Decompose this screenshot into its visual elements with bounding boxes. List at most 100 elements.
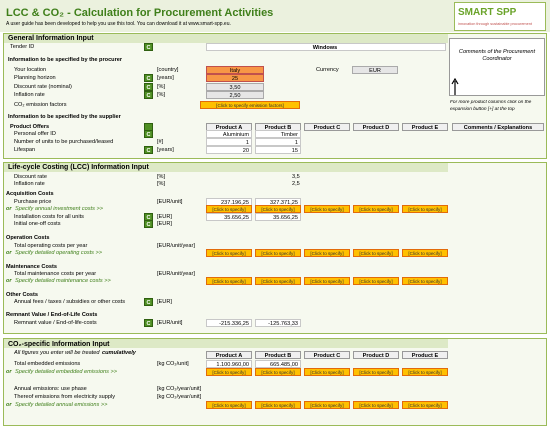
or-label: or [6, 278, 12, 284]
product-value: -125.763,33 [255, 319, 301, 327]
row-unit: [#] [157, 139, 164, 145]
click-to-specify[interactable]: [Click to specify] [304, 401, 350, 409]
section-title: General Information Input [8, 35, 94, 42]
click-to-specify[interactable]: [Click to specify] [304, 368, 350, 376]
row-label: Personal offer ID [14, 131, 56, 137]
specify-link[interactable]: Specify detailed operating costs >> [15, 250, 103, 256]
product-value: 665.485,00 [255, 360, 301, 368]
product-header: Product E [402, 123, 448, 131]
setting-value: 2,5 [292, 181, 300, 187]
row-label: Total embedded emissions [14, 361, 81, 367]
row-label: Your location [14, 67, 47, 73]
click-to-specify[interactable]: [Click to specify] [353, 368, 399, 376]
setting-value: 2,50 [206, 91, 264, 99]
currency-value: EUR [352, 66, 398, 74]
flag-c: C [144, 298, 153, 306]
or-label: or [6, 369, 12, 375]
or-label: or [6, 250, 12, 256]
row-unit: [%] [157, 181, 166, 187]
row-label: Total maintenance costs per year [14, 271, 97, 277]
row-unit: [%] [157, 84, 166, 90]
click-to-specify[interactable]: [Click to specify] [255, 249, 301, 257]
click-to-specify[interactable]: [Click to specify] [353, 401, 399, 409]
product-value: 35.656,25 [206, 213, 252, 221]
or-label: or [6, 402, 12, 408]
click-to-specify[interactable]: [Click to specify] [255, 205, 301, 213]
expansion-note: For more product columns click on the ex… [450, 100, 532, 112]
row-label: Product Offers [10, 124, 50, 130]
specify-link[interactable]: Specify detailed maintenance costs >> [15, 278, 111, 284]
click-to-specify[interactable]: [Click to specify] [206, 277, 252, 285]
row-label: Remnant value / End-of-life-costs [14, 320, 97, 326]
click-to-specify[interactable]: [Click to specify] [255, 277, 301, 285]
row-unit: [years] [157, 147, 174, 153]
specify-link[interactable]: Specify detailed embedded emissions >> [15, 369, 117, 375]
row-label: Tender ID [10, 44, 35, 50]
flag-c: C [144, 74, 153, 82]
click-to-specify[interactable]: [Click to specify] [206, 368, 252, 376]
row-unit: [kg CO₂/year/unit] [157, 386, 202, 392]
click-to-specify[interactable]: [Click to specify] [304, 205, 350, 213]
group-heading: Remnant Value / End-of-Life Costs [6, 312, 98, 318]
row-label: Annual fees / taxes / subsidies or other… [14, 299, 126, 305]
click-to-specify[interactable]: [Click to specify] [304, 277, 350, 285]
subsection-heading: Information to be specified by the procu… [8, 57, 123, 63]
click-to-specify[interactable]: [Click to specify] [206, 401, 252, 409]
row-label: Discount rate (nominal) [14, 84, 72, 90]
click-to-specify[interactable]: [Click to specify] [402, 205, 448, 213]
click-to-specify[interactable]: [Click to specify] [402, 368, 448, 376]
row-unit: [kg CO₂/year/unit] [157, 394, 202, 400]
row-unit: [EUR/unit/year] [157, 271, 195, 277]
row-unit: [EUR/unit] [157, 320, 183, 326]
click-to-specify[interactable]: [Click to specify] [353, 277, 399, 285]
emission-factors-button[interactable]: [Click to specify emission factors] [200, 101, 300, 109]
row-label: Installation costs for all units [14, 214, 84, 220]
group-heading: Other Costs [6, 292, 39, 298]
row-unit: [EUR/unit/year] [157, 243, 195, 249]
click-to-specify[interactable]: [Click to specify] [255, 401, 301, 409]
flag-c: C [144, 83, 153, 91]
location-value: Italy [206, 66, 264, 74]
comments-box [449, 38, 545, 96]
product-header: Product C [304, 351, 350, 359]
section-title-band [4, 34, 448, 43]
row-unit: [EUR] [157, 299, 172, 305]
flag-c: C [144, 130, 153, 138]
row-unit: [%] [157, 92, 166, 98]
comments-header: Comments / Explanations [452, 123, 544, 131]
click-to-specify[interactable]: [Click to specify] [255, 368, 301, 376]
click-to-specify[interactable]: [Click to specify] [402, 401, 448, 409]
click-to-specify[interactable]: [Click to specify] [402, 249, 448, 257]
row-unit: [EUR/unit] [157, 199, 183, 205]
row-label: Purchase price [14, 199, 52, 205]
tender-value: Windows [206, 43, 446, 51]
click-to-specify[interactable]: [Click to specify] [206, 205, 252, 213]
row-unit: [years] [157, 75, 174, 81]
click-to-specify[interactable]: [Click to specify] [353, 205, 399, 213]
click-to-specify[interactable]: [Click to specify] [304, 249, 350, 257]
setting-value: 25 [206, 74, 264, 82]
page-title: LCC & CO₂ - Calculation for Procurement … [6, 7, 274, 19]
product-value: 20 [206, 146, 252, 154]
logo-tagline: innovation through sustainable procureme… [458, 22, 532, 26]
specify-link[interactable]: Specify detailed annual emissions >> [15, 402, 108, 408]
click-to-specify[interactable]: [Click to specify] [353, 249, 399, 257]
subsection-heading: Information to be specified by the suppl… [8, 114, 121, 120]
setting-value: 3,5 [292, 174, 300, 180]
setting-value: 3,50 [206, 83, 264, 91]
specify-link[interactable]: Specify annual investment costs >> [15, 206, 103, 212]
product-header: Product D [353, 123, 399, 131]
click-to-specify[interactable]: [Click to specify] [206, 249, 252, 257]
click-to-specify[interactable]: [Click to specify] [402, 277, 448, 285]
flag-c: C [144, 220, 153, 228]
product-header: Product B [255, 351, 301, 359]
product-value: 1 [206, 138, 252, 146]
row-label: Inflation rate [14, 92, 45, 98]
flag-c: C [144, 91, 153, 99]
product-header: Product D [353, 351, 399, 359]
section-title: Life-cycle Costing (LCC) Information Inp… [8, 164, 149, 171]
row-unit: [country] [157, 67, 179, 73]
product-header: Product C [304, 123, 350, 131]
